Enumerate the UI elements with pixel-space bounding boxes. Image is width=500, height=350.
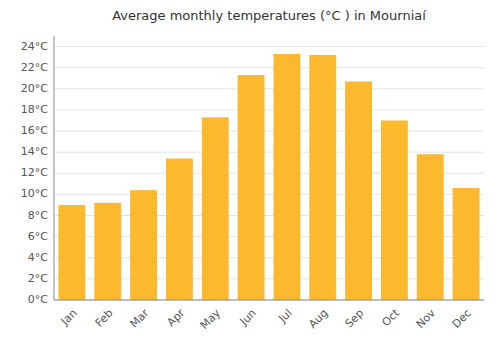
bar — [453, 188, 480, 300]
bar — [417, 154, 444, 300]
x-tick-label: Oct — [380, 306, 403, 329]
x-tick-label: Jul — [275, 307, 294, 326]
bar — [202, 117, 229, 300]
grid-line — [54, 109, 484, 110]
page: {"chart_data": {"type": "bar", "title": … — [0, 0, 500, 350]
bar — [381, 120, 408, 300]
y-tick-label: 10°C — [21, 187, 48, 200]
bars — [58, 54, 479, 300]
y-tick-label: 6°C — [28, 230, 48, 243]
bar — [58, 205, 85, 300]
grid-line — [54, 88, 484, 89]
bar — [94, 203, 121, 300]
y-axis-line — [54, 36, 55, 300]
x-axis-line — [54, 300, 484, 301]
bar — [166, 158, 193, 300]
x-tick-label: Jan — [58, 307, 80, 329]
y-tick-label: 18°C — [21, 103, 48, 116]
x-tick-label: Nov — [414, 306, 439, 331]
x-tick-label: Apr — [165, 306, 188, 329]
grid-line — [54, 67, 484, 68]
y-tick-label: 2°C — [28, 272, 48, 285]
chart: Average monthly temperatures (°C ) in Mo… — [0, 0, 500, 350]
y-tick-label: 14°C — [21, 145, 48, 158]
grid-line — [54, 46, 484, 47]
x-tick-label: Feb — [93, 307, 116, 330]
x-tick-label: Jun — [237, 307, 259, 329]
bar — [130, 190, 157, 300]
title: Average monthly temperatures (°C ) in Mo… — [112, 8, 426, 23]
y-tick-label: 12°C — [21, 166, 48, 179]
x-tick-label: Aug — [306, 307, 330, 331]
x-tick-label: May — [198, 306, 224, 332]
y-tick-label: 4°C — [28, 251, 48, 264]
y-axis: 0°C 2°C 4°C 6°C 8°C 10°C 12°C 14°C 16°C 18°C 20°C 2… — [21, 40, 484, 306]
y-tick-label: 22°C — [21, 61, 48, 74]
grid-line — [54, 131, 484, 132]
x-axis: Jan Feb Mar Apr May Jun Jul Aug Sep Oct Nov Dec — [58, 306, 474, 332]
bar — [309, 55, 336, 300]
x-tick-label: Dec — [450, 307, 474, 331]
y-tick-label: 0°C — [28, 293, 48, 306]
bar — [345, 81, 372, 300]
x-tick-label: Mar — [127, 306, 151, 330]
grid-line — [54, 152, 484, 153]
bar — [273, 54, 300, 300]
y-tick-label: 20°C — [21, 82, 48, 95]
grid-line — [54, 300, 484, 301]
y-tick-label: 16°C — [21, 124, 48, 137]
x-tick-label: Sep — [343, 307, 367, 331]
y-tick-label: 8°C — [28, 209, 48, 222]
y-tick-label: 24°C — [21, 40, 48, 53]
bar — [238, 75, 265, 300]
